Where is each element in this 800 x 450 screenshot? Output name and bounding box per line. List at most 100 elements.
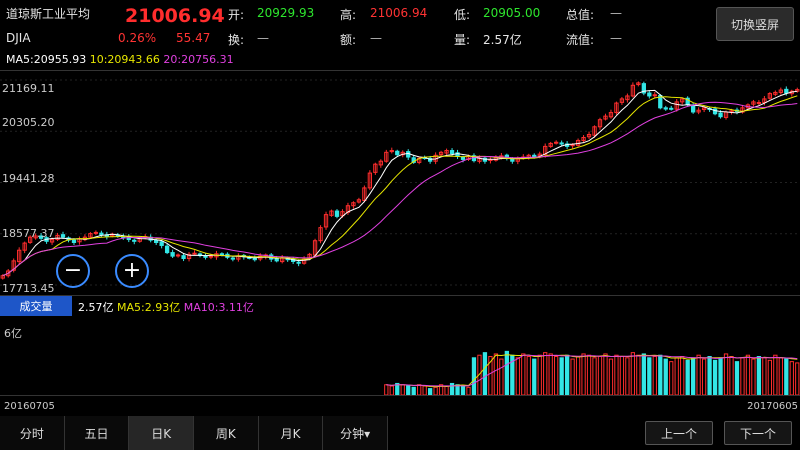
volume-bar	[680, 356, 685, 395]
candle-body	[367, 172, 373, 189]
volume-bar	[756, 356, 762, 395]
next-button[interactable]: 下一个	[724, 421, 792, 445]
previous-button[interactable]: 上一个	[645, 421, 713, 445]
candle-body	[411, 157, 416, 163]
candlestick-chart[interactable]	[0, 70, 800, 295]
volume-legend: 2.57亿 MA5:2.93亿 MA10:3.11亿	[78, 299, 254, 315]
candle-body	[460, 156, 466, 160]
volume-bar	[581, 353, 586, 395]
candle-body	[778, 89, 783, 93]
change-percent: 0.26%	[118, 31, 157, 45]
volume-bar	[751, 358, 756, 395]
volume-bar	[449, 382, 455, 395]
volume-bar	[745, 354, 751, 395]
candle-body	[389, 150, 394, 153]
switch-portrait-button[interactable]: 切换竖屏	[716, 7, 794, 41]
volume-bar	[537, 354, 542, 395]
volume-bar	[406, 385, 411, 395]
candle-body	[680, 98, 685, 103]
ma10-legend: 10:20943.66	[89, 53, 160, 66]
candle-body	[751, 101, 756, 105]
candle-body	[647, 92, 652, 97]
candle-body	[641, 83, 646, 94]
date-axis-start: 20160705	[4, 401, 55, 412]
index-symbol: DJIA	[6, 31, 31, 45]
volume-bar	[417, 384, 422, 395]
period-tab-bar: 分时 五日 日K 周K 月K 分钟▾	[0, 416, 389, 450]
amount-label: 额:	[340, 33, 357, 47]
tab-five-day[interactable]: 五日	[64, 416, 130, 450]
volume-axis-label: 6亿	[4, 327, 22, 340]
volume-bar	[592, 357, 597, 395]
candle-body	[93, 231, 99, 234]
volume-indicator-tab[interactable]: 成交量	[0, 296, 72, 316]
volume-bar	[608, 358, 614, 395]
tab-minute[interactable]: 分钟▾	[323, 416, 389, 450]
candle-body	[729, 110, 734, 113]
tab-daily-k[interactable]: 日K	[129, 416, 195, 450]
volume-bar	[658, 354, 663, 395]
index-name: 道琼斯工业平均	[6, 7, 91, 21]
tab-monthly-k[interactable]: 月K	[258, 416, 324, 450]
candle-body	[691, 105, 696, 113]
volume-bar	[504, 350, 509, 395]
volume-bar	[691, 357, 696, 395]
candle-body	[537, 153, 542, 157]
volume-bar	[773, 354, 778, 395]
candle-body	[33, 235, 38, 239]
candle-body	[630, 84, 636, 97]
chart-bottom-border	[0, 295, 800, 296]
volume-ma5: MA5:2.93亿	[117, 301, 181, 314]
volume-bar	[389, 385, 394, 395]
candle-body	[329, 210, 334, 216]
candle-body	[581, 136, 586, 141]
price-axis-label: 18577.37	[2, 227, 55, 240]
float-value-label: 流值:	[566, 33, 595, 47]
volume-bar	[548, 353, 553, 395]
volume-bar	[427, 388, 433, 395]
candle-body	[592, 126, 597, 136]
volume-bar	[564, 354, 570, 395]
volume-bar	[471, 357, 477, 395]
volume-bar	[597, 356, 603, 395]
candle-body	[674, 101, 679, 110]
candle-body	[756, 101, 762, 104]
volume-bar	[707, 356, 712, 395]
candle-body	[784, 88, 789, 94]
candle-body	[49, 239, 55, 243]
volume-bar	[586, 354, 592, 395]
volume-bar	[723, 353, 729, 395]
candle-body	[175, 254, 181, 257]
ma10-line	[2, 95, 798, 277]
tab-weekly-k[interactable]: 周K	[194, 416, 259, 450]
zoom-in-button[interactable]: +	[115, 254, 149, 288]
volume-bar	[614, 354, 619, 395]
candle-body	[597, 119, 603, 128]
total-value-label: 总值:	[566, 8, 595, 22]
volume-bar	[559, 357, 564, 395]
volume-bar	[701, 358, 707, 395]
high-label: 高:	[340, 8, 357, 22]
volume-bar	[647, 357, 652, 395]
candle-body	[444, 150, 449, 154]
change-absolute: 55.47	[176, 31, 211, 45]
candle-body	[323, 214, 329, 228]
candle-body	[27, 236, 33, 243]
candle-body	[55, 234, 60, 241]
volume-bar	[696, 354, 701, 395]
zoom-out-button[interactable]: −	[56, 254, 90, 288]
volume-chart[interactable]	[0, 318, 800, 395]
candle-body	[154, 239, 159, 243]
candle-body	[608, 112, 614, 118]
candle-body	[159, 241, 164, 246]
volume-current: 2.57亿	[78, 301, 114, 314]
tab-intraday[interactable]: 分时	[0, 416, 65, 450]
ma5-legend: MA5:20955.93	[6, 53, 87, 66]
volume-bar	[477, 354, 482, 395]
candle-body	[652, 94, 657, 97]
candle-body	[395, 150, 400, 156]
volume-bar	[575, 356, 581, 395]
candle-body	[373, 163, 378, 173]
candle-body	[356, 199, 362, 203]
candle-body	[71, 239, 77, 243]
